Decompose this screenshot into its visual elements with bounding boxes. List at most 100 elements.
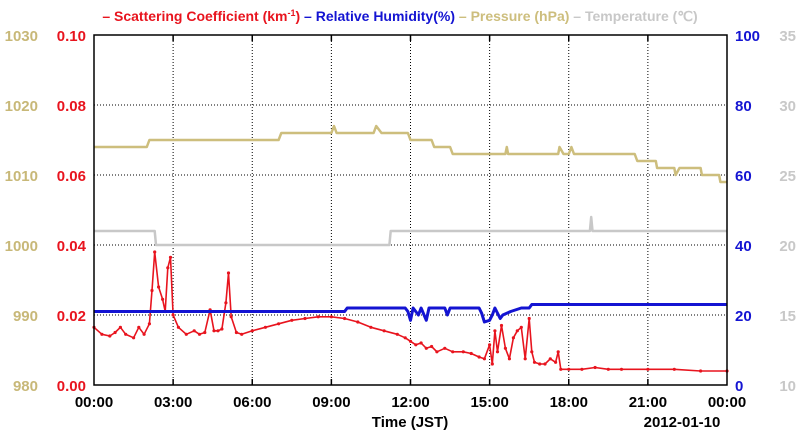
pressure-tick-label: 990 (13, 308, 38, 325)
scattering-coefficient-point (580, 367, 584, 371)
scattering-coefficient-point (316, 315, 320, 319)
scattering-coefficient-point (203, 330, 207, 335)
scattering-coefficient-point (451, 350, 455, 354)
pressure-tick-label: 1030 (5, 28, 38, 45)
scattering-coefficient-point (168, 255, 173, 259)
scattering-coefficient-point (220, 327, 224, 331)
scattering-coefficient-point (567, 367, 571, 371)
scattering-coefficient-point (527, 316, 531, 321)
scattering-coefficient-point (250, 329, 254, 333)
chart-legend: – Scattering Coefficient (km-1) – Relati… (102, 8, 697, 24)
scattering-coefficient-point (619, 367, 624, 371)
scattering-coefficient-point (382, 329, 386, 333)
scattering-coefficient-point (197, 332, 202, 336)
scattering-coefficient-point (229, 315, 233, 319)
temperature-line (94, 215, 727, 247)
scattering-coefficient-point (100, 332, 104, 336)
temperature-tick-label: 30 (779, 98, 796, 115)
scattering-coefficient-point (519, 325, 523, 329)
humidity-tick-label: 40 (735, 238, 752, 255)
scattering-coefficient-point (554, 360, 558, 364)
scattering-tick-label: 0.04 (57, 238, 87, 255)
scattering-coefficient-point (166, 266, 170, 270)
scattering-coefficient-point (403, 336, 407, 340)
scattering-coefficient-point (503, 346, 507, 350)
scattering-coefficient-point (419, 341, 423, 345)
scattering-coefficient-point (212, 329, 216, 333)
scattering-coefficient-point (142, 332, 146, 336)
scattering-coefficient-point (556, 350, 560, 354)
x-tick-label: 12:00 (391, 394, 429, 411)
scattering-coefficient-point (184, 332, 188, 336)
x-tick-label: 15:00 (470, 394, 508, 411)
relative-humidity-line (94, 303, 727, 324)
humidity-tick-label: 60 (735, 168, 752, 185)
scattering-coefficient-point (118, 325, 122, 329)
scattering-coefficient-point (515, 329, 519, 333)
scattering-coefficient-point (176, 325, 180, 329)
temperature-tick-label: 10 (779, 378, 796, 395)
scattering-coefficient-point (430, 344, 434, 349)
scattering-coefficient-point (171, 313, 175, 317)
temperature-tick-label: 15 (779, 308, 796, 325)
scattering-coefficient-point (226, 271, 231, 275)
x-tick-label: 06:00 (233, 394, 271, 411)
legend-item: – Temperature (℃) (569, 8, 697, 24)
scattering-coefficient-point (290, 318, 294, 322)
scattering-coefficient-point (303, 316, 307, 321)
scattering-coefficient-point (192, 329, 196, 333)
legend-item-suffix: ) (296, 8, 301, 24)
humidity-tick-label: 80 (735, 98, 752, 115)
scattering-coefficient-point (646, 367, 650, 371)
humidity-tick-label: 0 (735, 378, 743, 395)
scattering-coefficient-point (593, 365, 597, 370)
scattering-coefficient-point (511, 336, 515, 340)
scattering-tick-label: 0.10 (57, 28, 86, 45)
x-tick-label: 00:00 (75, 394, 113, 411)
scattering-coefficient-point (461, 350, 465, 354)
legend-text: – Scattering Coefficient (km-1) – Relati… (102, 8, 697, 24)
scattering-coefficient-point (469, 351, 473, 356)
scattering-coefficient-point (137, 325, 141, 329)
scattering-coefficient-point (124, 332, 128, 336)
scattering-coefficient-point (532, 360, 537, 364)
scattering-coefficient-point (699, 369, 703, 373)
scattering-coefficient-point (523, 357, 527, 361)
scattering-coefficient-point (488, 343, 492, 347)
scattering-coefficient-point (490, 362, 494, 366)
pressure-tick-label: 980 (13, 378, 38, 395)
scattering-coefficient-point (132, 336, 136, 340)
x-tick-label: 03:00 (154, 394, 192, 411)
scattering-coefficient-point (499, 323, 504, 328)
scattering-coefficient-point (538, 362, 542, 366)
scattering-coefficient-point (408, 339, 413, 343)
scattering-coefficient-point (395, 332, 399, 336)
scattering-coefficient-point (113, 330, 117, 335)
scattering-coefficient-point (507, 357, 511, 361)
scattering-coefficient-point (277, 322, 281, 326)
scattering-coefficient-point (161, 297, 165, 301)
scattering-coefficient-point (414, 343, 418, 347)
pressure-tick-label: 1000 (5, 238, 38, 255)
scattering-coefficient-point (153, 250, 157, 254)
humidity-tick-label: 20 (735, 308, 752, 325)
scattering-tick-label: 0.06 (57, 168, 86, 185)
scattering-coefficient-point (495, 350, 500, 354)
scattering-tick-label: 0.08 (57, 98, 86, 115)
scattering-coefficient-point (493, 329, 497, 333)
scattering-coefficient-point (263, 325, 267, 329)
scattering-coefficient-point (240, 332, 244, 336)
pressure-tick-label: 1020 (5, 98, 38, 115)
scattering-coefficient-point (559, 367, 563, 371)
scattering-coefficient-point (157, 285, 161, 289)
x-axis-label: Time (JST) (372, 414, 448, 431)
legend-item: – Relative Humidity(%) (300, 8, 455, 24)
x-tick-label: 18:00 (550, 394, 588, 411)
scattering-tick-label: 0.02 (57, 308, 86, 325)
temperature-tick-label: 35 (779, 28, 796, 45)
humidity-tick-label: 100 (735, 28, 760, 45)
scattering-coefficient-point (369, 325, 373, 329)
scattering-tick-label: 0.00 (57, 378, 86, 395)
scattering-coefficient-point (543, 362, 547, 366)
